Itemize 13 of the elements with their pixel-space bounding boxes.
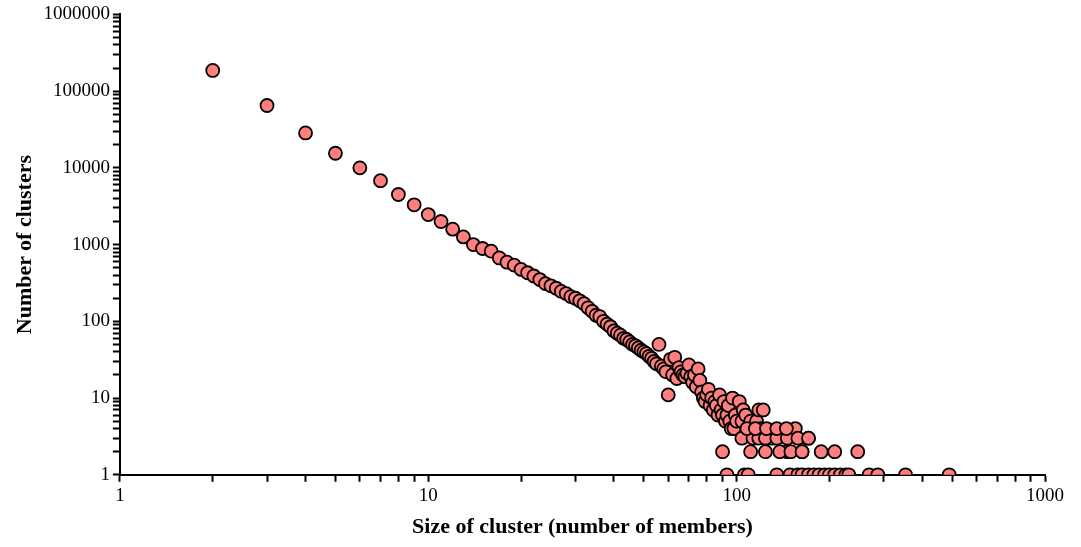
x-axis-title: Size of cluster (number of members) — [412, 513, 753, 539]
y-tick-label: 10 — [90, 386, 110, 408]
y-tick-label: 10000 — [62, 155, 110, 177]
y-tick-label: 100000 — [52, 79, 110, 101]
y-tick-label: 100 — [81, 309, 110, 331]
x-tick-label: 1000 — [1026, 484, 1064, 506]
x-tick-label: 100 — [722, 484, 751, 506]
y-axis-title: Number of clusters — [10, 154, 36, 335]
y-tick-label: 1 — [100, 462, 110, 484]
x-tick-label: 10 — [418, 484, 438, 506]
y-tick-label: 1000 — [71, 232, 110, 254]
x-tick-label: 1 — [115, 484, 125, 506]
y-tick-label: 1000000 — [43, 2, 110, 24]
